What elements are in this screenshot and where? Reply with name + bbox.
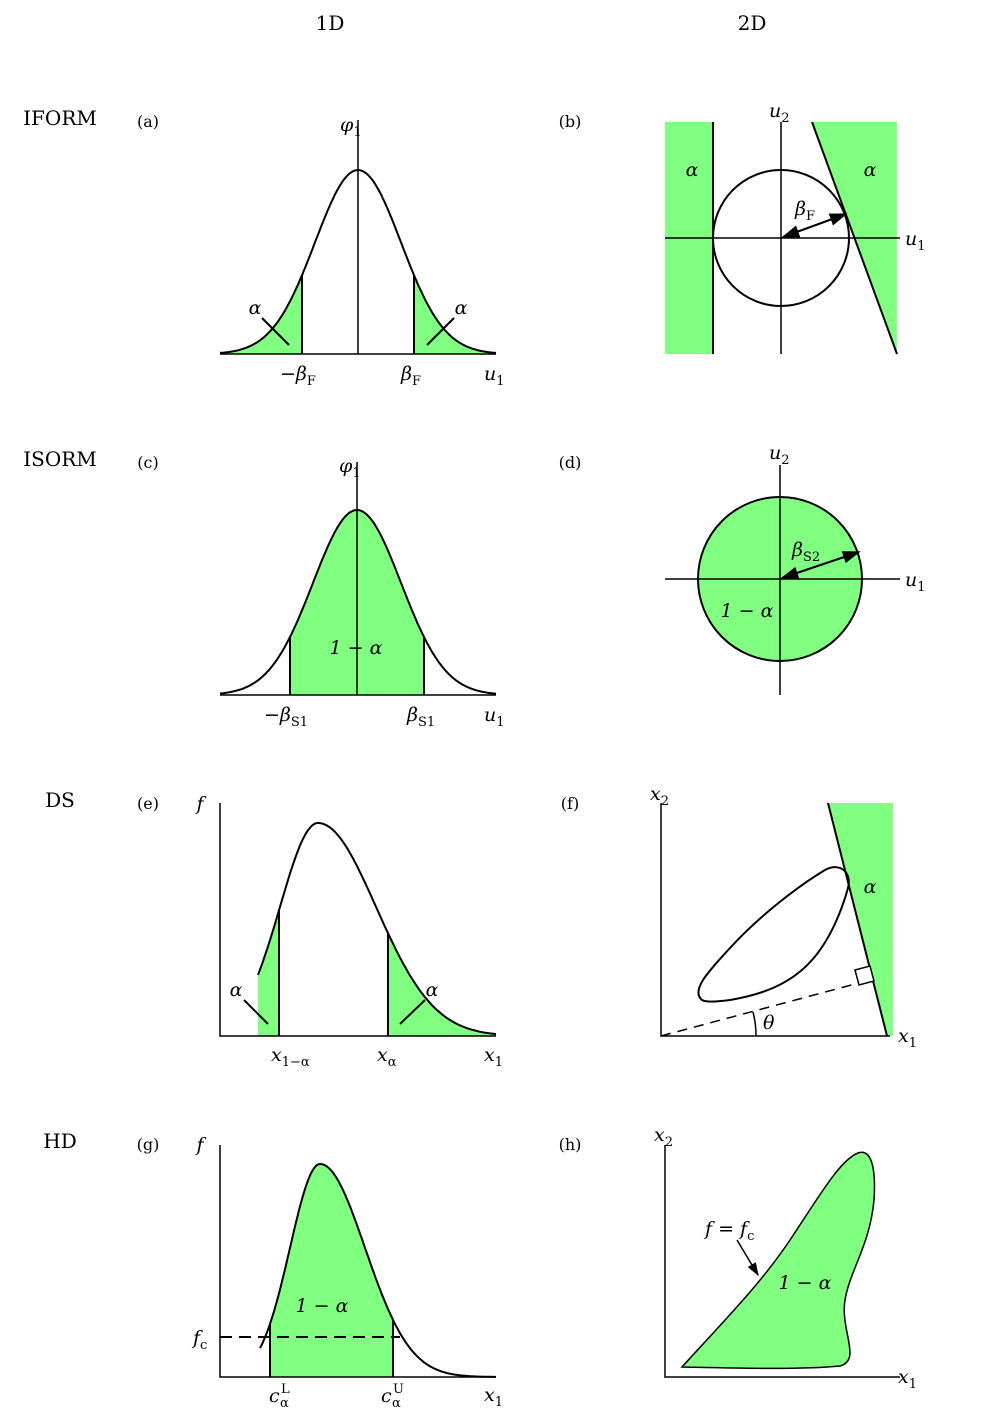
panel-label-c: (c) [137, 453, 158, 472]
x2-label: x2 [654, 1124, 673, 1150]
x2-label: x2 [650, 783, 669, 809]
panel-label-a: (a) [137, 112, 159, 131]
alpha-leader-left [261, 317, 290, 346]
c-alpha-lower-sub: α [280, 1396, 289, 1411]
beta-s2-radius-arrow [780, 551, 861, 579]
beta-f-label: βF [794, 198, 815, 224]
x-one-minus-alpha-label: x1−α [271, 1044, 310, 1070]
c-alpha-upper-label: c [381, 1385, 392, 1407]
u1-label: u1 [905, 569, 926, 595]
one-minus-alpha-label: 1 − α [330, 637, 383, 659]
beta-s2-label: βS2 [791, 539, 820, 565]
row-label-iform: IFORM [23, 106, 97, 130]
minus-beta-s1-label: −βS1 [264, 704, 308, 730]
fc-label: fc [191, 1327, 207, 1353]
f-axis-label: f [194, 793, 206, 815]
axes [219, 803, 496, 1037]
phi1-label: φ1 [340, 114, 362, 140]
panel-label-d: (d) [559, 453, 582, 472]
x1-label: x1 [898, 1025, 917, 1051]
u2-label: u2 [769, 442, 790, 468]
alpha-leader-right [399, 999, 426, 1025]
u1-label: u1 [484, 704, 505, 730]
row-label-hd: HD [43, 1129, 76, 1153]
x1-label: x1 [898, 1366, 917, 1392]
phi1-label: φ1 [339, 455, 361, 481]
x1-label: x1 [484, 1044, 503, 1070]
f-equals-fc-label: f = fc [703, 1218, 754, 1244]
panel-label-b: (b) [559, 112, 582, 131]
alpha-tail-left [220, 275, 302, 354]
panel-h-hd-2d: f = fc 1 − α x2 x1 [654, 1124, 917, 1392]
u1-label: u1 [905, 228, 926, 254]
panel-label-e: (e) [137, 794, 159, 813]
row-label-ds: DS [45, 788, 75, 812]
alpha-label-left: α [249, 297, 262, 319]
one-minus-alpha-label: 1 − α [721, 600, 774, 622]
alpha-label: α [864, 876, 877, 898]
alpha-leader-left [243, 999, 269, 1025]
c-alpha-lower-sup: L [281, 1382, 290, 1397]
alpha-label-right: α [455, 297, 468, 319]
c-alpha-upper-sup: U [393, 1382, 404, 1397]
panel-c-isorm-1d: 1 − α φ1 −βS1 βS1 u1 [219, 455, 505, 730]
hd-contour-region [680, 1151, 876, 1370]
panel-f-ds-2d: θ α x2 x1 [650, 783, 917, 1051]
panel-b-iform-2d: α α βF u2 u1 [665, 100, 926, 355]
failure-boundary [827, 802, 888, 1037]
normal-pdf-curve [219, 168, 497, 354]
f-axis-label: f [194, 1134, 206, 1156]
alpha-tail-left [258, 910, 279, 1036]
design-direction-line [660, 979, 871, 1037]
beta-s1-label: βS1 [406, 704, 435, 730]
normal-pdf-curve [219, 509, 497, 695]
one-minus-alpha-region [270, 1164, 393, 1377]
contour-curve [697, 866, 850, 1003]
column-header-2d: 2D [738, 11, 767, 35]
pdf-curve [257, 822, 497, 1036]
c-alpha-upper-sub: α [392, 1396, 401, 1411]
panel-label-h: (h) [559, 1135, 582, 1154]
panel-label-g: (g) [137, 1135, 160, 1154]
panel-d-isorm-2d: βS2 1 − α u2 u1 [665, 442, 926, 695]
alpha-region [828, 803, 893, 1036]
alpha-label-left: α [230, 979, 243, 1001]
minus-beta-f-label: −βF [280, 363, 316, 389]
one-minus-alpha-label: 1 − α [779, 1272, 832, 1294]
x1-label: x1 [484, 1384, 503, 1410]
c-alpha-lower-label: c [269, 1385, 280, 1407]
theta-label: θ [763, 1012, 775, 1034]
one-minus-alpha-label: 1 − α [296, 1295, 349, 1317]
contour-pointer-arrow [736, 1239, 759, 1277]
alpha-label-right: α [426, 979, 439, 1001]
alpha-leader-right [426, 317, 455, 346]
pdf-curve [259, 1162, 496, 1378]
alpha-tail-right [414, 275, 496, 354]
column-header-1d: 1D [316, 11, 345, 35]
panel-label-f: (f) [561, 794, 579, 813]
panel-a-iform-1d: α α φ1 −βF βF u1 [219, 114, 505, 389]
panel-e-ds-1d: α α f x1−α xα x1 [194, 793, 503, 1070]
u2-label: u2 [769, 100, 790, 126]
u1-label: u1 [484, 363, 505, 389]
beta-f-label: βF [400, 363, 421, 389]
row-label-isorm: ISORM [23, 447, 97, 471]
theta-arc [752, 1011, 757, 1037]
axes [219, 1145, 496, 1378]
beta-f-radius-arrow [781, 213, 848, 238]
alpha-label-right: α [864, 159, 877, 181]
right-angle-marker [854, 965, 875, 986]
axes [664, 1145, 900, 1378]
x-alpha-label: xα [377, 1044, 397, 1070]
alpha-label-left: α [686, 159, 699, 181]
panel-g-hd-1d: 1 − α f fc c L α c U α x1 [191, 1134, 503, 1411]
